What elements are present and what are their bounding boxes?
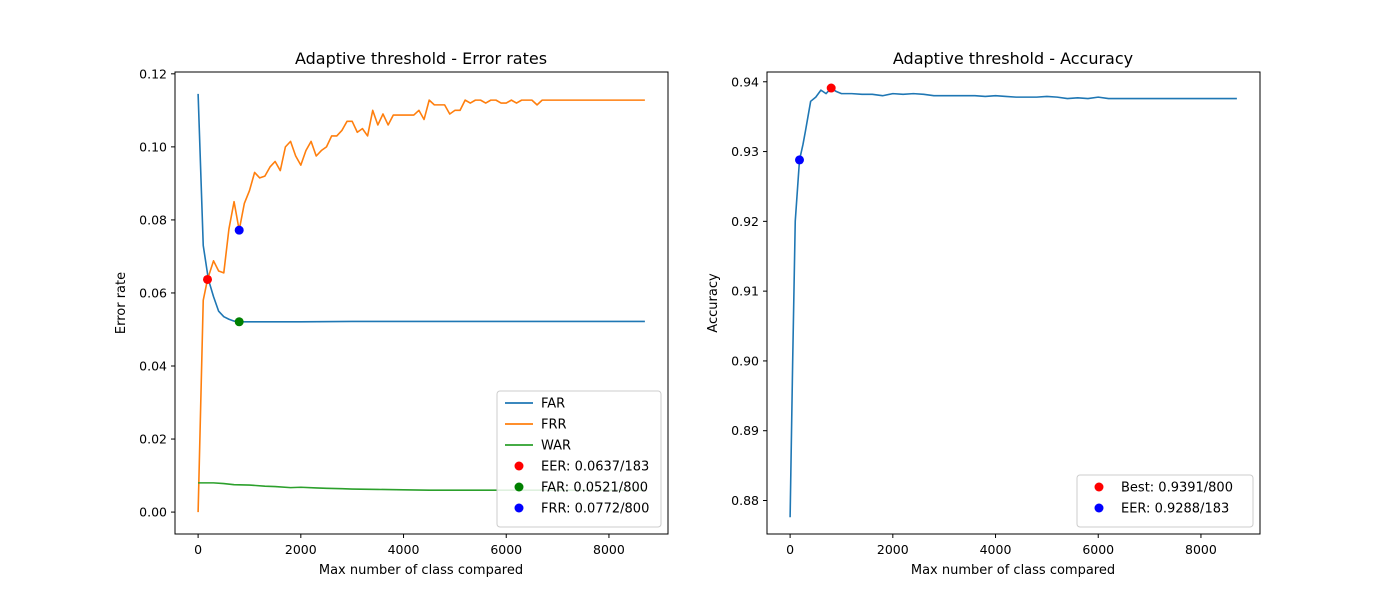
x-axis-label: Max number of class compared [319,563,523,578]
x-tick-label: 8000 [1185,542,1217,557]
error-rates-chart: Adaptive threshold - Error rates Max num… [114,49,669,578]
y-tick-label: 0.89 [731,423,759,438]
legend-swatch-dot [514,482,524,492]
x-tick-label: 6000 [1082,542,1114,557]
legend-label: WAR [541,439,571,454]
y-axis-label: Error rate [114,272,129,334]
y-tick-label: 0.91 [731,284,759,299]
y-tick-label: 0.06 [139,285,167,300]
x-tick-label: 4000 [388,542,420,557]
series-line-0 [789,87,1237,518]
legend-label: FRR [541,418,567,433]
y-tick-label: 0.94 [731,74,759,89]
series-line-war [198,482,645,491]
y-tick-label: 0.88 [731,493,759,508]
legend-swatch-dot [1094,482,1104,492]
legend-swatch-dot [514,461,524,471]
y-tick-label: 0.12 [139,66,167,81]
data-point-0 [203,274,213,284]
x-axis-label: Max number of class compared [911,563,1115,578]
axes-frame [174,71,669,535]
data-point-1 [795,155,805,165]
series-line-far [197,93,645,323]
data-point-1 [234,317,244,327]
legend-label: FAR [541,397,565,412]
y-tick-label: 0.10 [139,139,167,154]
y-tick-label: 0.90 [731,353,759,368]
x-tick-label: 8000 [593,542,625,557]
axes-frame [766,71,1261,535]
chart-title: Adaptive threshold - Error rates [295,49,547,68]
legend-label: EER: 0.0637/183 [541,460,649,475]
y-tick-label: 0.92 [731,214,759,229]
series-line-frr [197,99,645,513]
y-tick-label: 0.00 [139,505,167,520]
legend-box [1076,474,1254,528]
legend: Best: 0.9391/800 EER: 0.9288/183 [1076,474,1254,528]
x-tick-label: 2000 [285,542,317,557]
x-tick-label: 0 [786,542,794,557]
x-tick-label: 4000 [980,542,1012,557]
x-tick-label: 2000 [877,542,909,557]
x-tick-label: 6000 [490,542,522,557]
data-point-2 [234,225,244,235]
y-tick-label: 0.08 [139,212,167,227]
y-tick-label: 0.02 [139,432,167,447]
legend-label: FAR: 0.0521/800 [541,481,648,496]
y-axis-label: Accuracy [706,273,721,333]
y-tick-label: 0.93 [731,144,759,159]
legend-label: FRR: 0.0772/800 [541,502,649,517]
legend-swatch-dot [1094,503,1104,513]
legend: FAR FRR WAR EER: 0.0637/183 FAR: 0.0521/800 F… [496,390,662,528]
data-point-0 [826,83,836,93]
legend-box [496,390,662,528]
chart-title: Adaptive threshold - Accuracy [893,49,1133,68]
legend-swatch-dot [514,503,524,513]
legend-label: Best: 0.9391/800 [1121,481,1233,496]
x-tick-label: 0 [194,542,202,557]
y-tick-label: 0.04 [139,359,167,374]
accuracy-chart: Adaptive threshold - Accuracy Max number… [706,49,1261,578]
legend-label: EER: 0.9288/183 [1121,502,1229,517]
